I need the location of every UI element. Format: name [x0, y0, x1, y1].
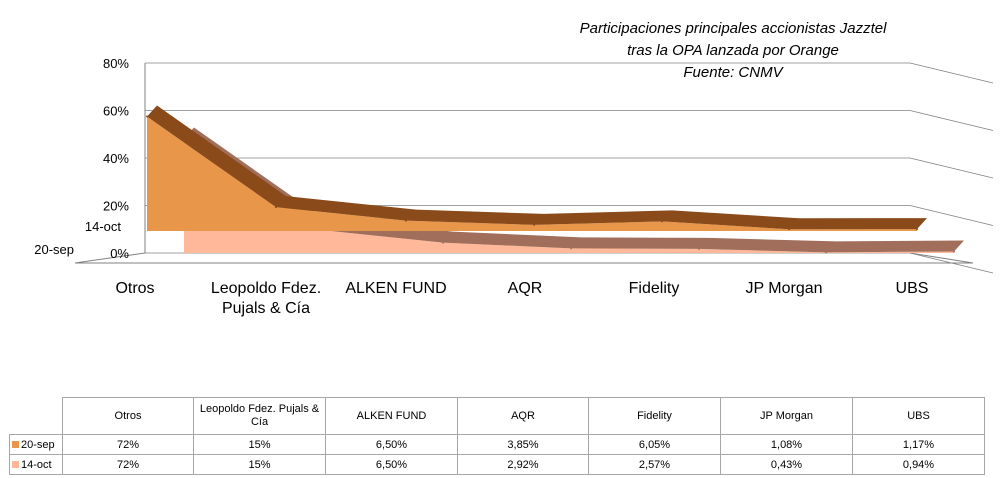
chart-title-line: Participaciones principales accionistas … [580, 20, 887, 37]
series-name: 20-sep [21, 438, 55, 451]
table-row: 14-oct 72% 15% 6,50% 2,92% 2,57% 0,43% 0,94% [9, 454, 985, 475]
table-cell: 2,92% [457, 454, 589, 475]
table-header-cell: Leopoldo Fdez. Pujals & Cía [193, 397, 326, 435]
data-point [405, 219, 407, 222]
y-tick-label: 80% [103, 56, 129, 71]
table-header-cell: JP Morgan [720, 397, 853, 435]
y-tick-label: 0% [110, 246, 129, 261]
category-labels: Otros Leopoldo Fdez. Pujals & Cía ALKEN FUN… [115, 280, 928, 317]
table-cell: 3,85% [457, 434, 589, 455]
data-point [442, 241, 444, 244]
category-label: ALKEN FUND [345, 280, 446, 297]
legend-key [12, 440, 19, 448]
y-tick-label: 60% [103, 104, 129, 119]
y-tick-label: 20% [103, 199, 129, 214]
legend-key [12, 460, 19, 468]
series-axis-label: 20-sep [34, 242, 74, 257]
table-cell: 1,17% [852, 434, 985, 455]
data-point [661, 220, 663, 223]
table-cell: 72% [62, 454, 194, 475]
chart-title: Participaciones principales accionistas … [580, 20, 887, 81]
table-cell: 6,50% [325, 434, 458, 455]
series-axis-labels: 20-sep 14-oct [34, 219, 121, 257]
category-label: AQR [508, 280, 543, 297]
table-header-cell: UBS [852, 397, 985, 435]
table-cell: 0,43% [720, 454, 853, 475]
table-header-cell: Fidelity [588, 397, 721, 435]
table-header-cell: ALKEN FUND [325, 397, 458, 435]
table-cell: 2,57% [588, 454, 721, 475]
series-name: 14-oct [21, 458, 52, 471]
data-point [916, 228, 918, 231]
table-cell: 0,94% [852, 454, 985, 475]
data-point [570, 247, 572, 250]
table-cell: 6,05% [588, 434, 721, 455]
gridline-side [909, 110, 994, 131]
chart-area: Participaciones principales accionistas … [34, 20, 994, 317]
table-corner-cell [9, 397, 63, 435]
y-tick-label: 40% [103, 151, 129, 166]
table-header-row: Otros Leopoldo Fdez. Pujals & Cía ALKEN FU… [9, 397, 985, 435]
table-cell: 1,08% [720, 434, 853, 455]
chart-title-line: tras la OPA lanzada por Orange [627, 42, 839, 59]
table-cell: 6,50% [325, 454, 458, 475]
category-label: Leopoldo Fdez. Pujals & Cía [211, 280, 321, 317]
gridline-side [909, 205, 994, 226]
data-point [146, 115, 148, 118]
category-label: JP Morgan [745, 280, 822, 297]
series-area-20-sep [147, 116, 917, 231]
table-header-cell: AQR [457, 397, 589, 435]
data-point [825, 251, 827, 254]
table-cell: 15% [193, 454, 326, 475]
data-point [953, 250, 955, 253]
data-point [788, 228, 790, 231]
table-row: 20-sep 72% 15% 6,50% 3,85% 6,05% 1,08% 1,17% [9, 434, 985, 455]
gridline-side [909, 62, 994, 84]
category-label: Otros [115, 280, 154, 297]
series-legend-cell: 14-oct [9, 454, 63, 475]
gridline-side [909, 157, 994, 179]
category-label: UBS [896, 280, 929, 297]
chart-series [146, 105, 964, 254]
data-point [275, 206, 277, 209]
chart-title-line: Fuente: CNMV [683, 64, 784, 81]
data-point [698, 247, 700, 250]
table-cell: 15% [193, 434, 326, 455]
table-cell: 72% [62, 434, 194, 455]
floor-right-edge [909, 252, 974, 264]
y-axis-ticks: 0% 20% 40% 60% 80% [103, 56, 129, 261]
category-label: Fidelity [629, 280, 680, 297]
data-table: Otros Leopoldo Fdez. Pujals & Cía ALKEN FU… [9, 397, 985, 475]
data-point [533, 223, 535, 226]
series-legend-cell: 20-sep [9, 434, 63, 455]
series-area-14-oct [184, 138, 954, 253]
table-header-cell: Otros [62, 397, 194, 435]
series-axis-label: 14-oct [85, 219, 122, 234]
